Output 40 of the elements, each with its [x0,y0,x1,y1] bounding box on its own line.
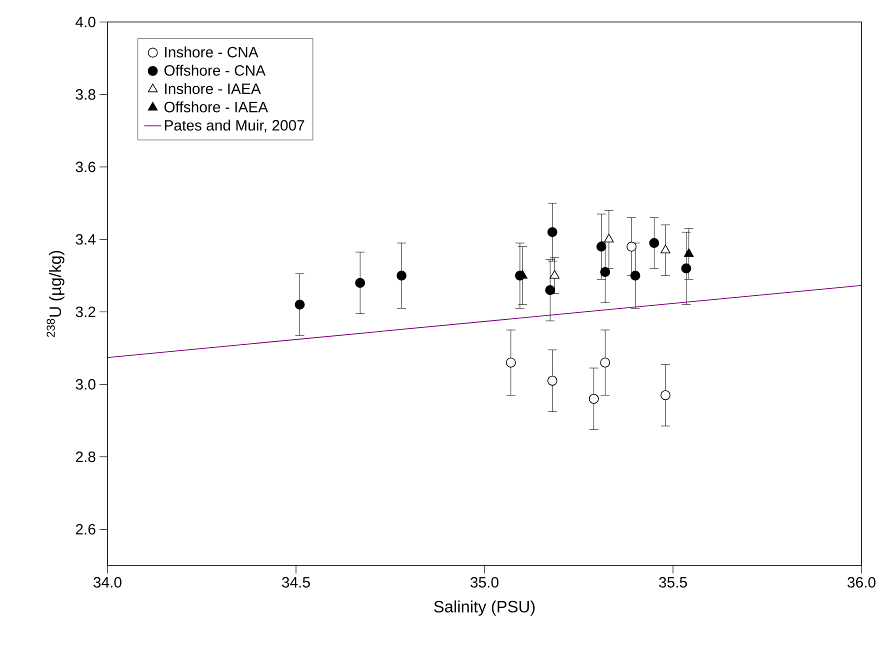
point [355,278,366,288]
point [630,270,640,281]
legend-label: Offshore - CNA [164,64,266,76]
point [660,244,670,254]
point [600,267,610,277]
y-tick-label: 3.8 [76,89,96,100]
x-tick-label: 36.0 [848,577,876,588]
point [649,238,660,248]
legend-label: Inshore - CNA [165,46,258,58]
point [550,270,560,279]
point [660,390,670,400]
y-tick-label: 3.4 [76,234,96,245]
point [684,248,694,257]
point [604,234,614,242]
point [681,263,692,274]
x-tick-label: 35.0 [470,577,498,588]
legend-label: Pates and Muir, 2007 [164,120,304,132]
point [547,376,558,386]
x-tick-label: 34.0 [94,577,122,588]
point [545,285,556,296]
point [626,242,637,252]
point [600,358,610,368]
point [596,242,606,252]
point [547,227,558,238]
legend-label: Inshore - IAEA [165,83,261,94]
y-axis-title: $^{238}$U (µg/kg) [46,250,64,337]
x-axis-title: Salinity (PSU) [434,600,535,616]
point [396,270,407,281]
y-tick-label: 2.8 [76,452,96,462]
point [294,300,305,310]
point [588,394,599,404]
y-tick-label: 2.6 [76,524,96,535]
legend-label: Offshore - IAEA [164,101,268,112]
y-tick-label: 3.6 [76,162,96,172]
y-tick-label: 3.2 [76,306,96,318]
point [506,358,516,368]
x-tick-label: 34.5 [282,577,310,588]
x-tick-label: 35.5 [659,577,687,588]
y-tick-label: 3.0 [76,379,96,390]
y-tick-label: 4.0 [76,16,96,28]
